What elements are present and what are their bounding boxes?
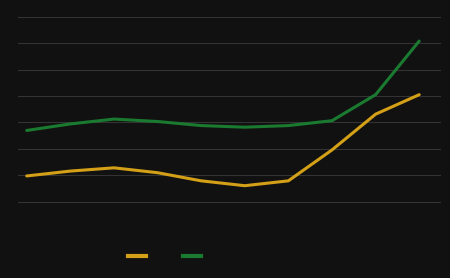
Legend:  ,  : , — [124, 249, 208, 265]
